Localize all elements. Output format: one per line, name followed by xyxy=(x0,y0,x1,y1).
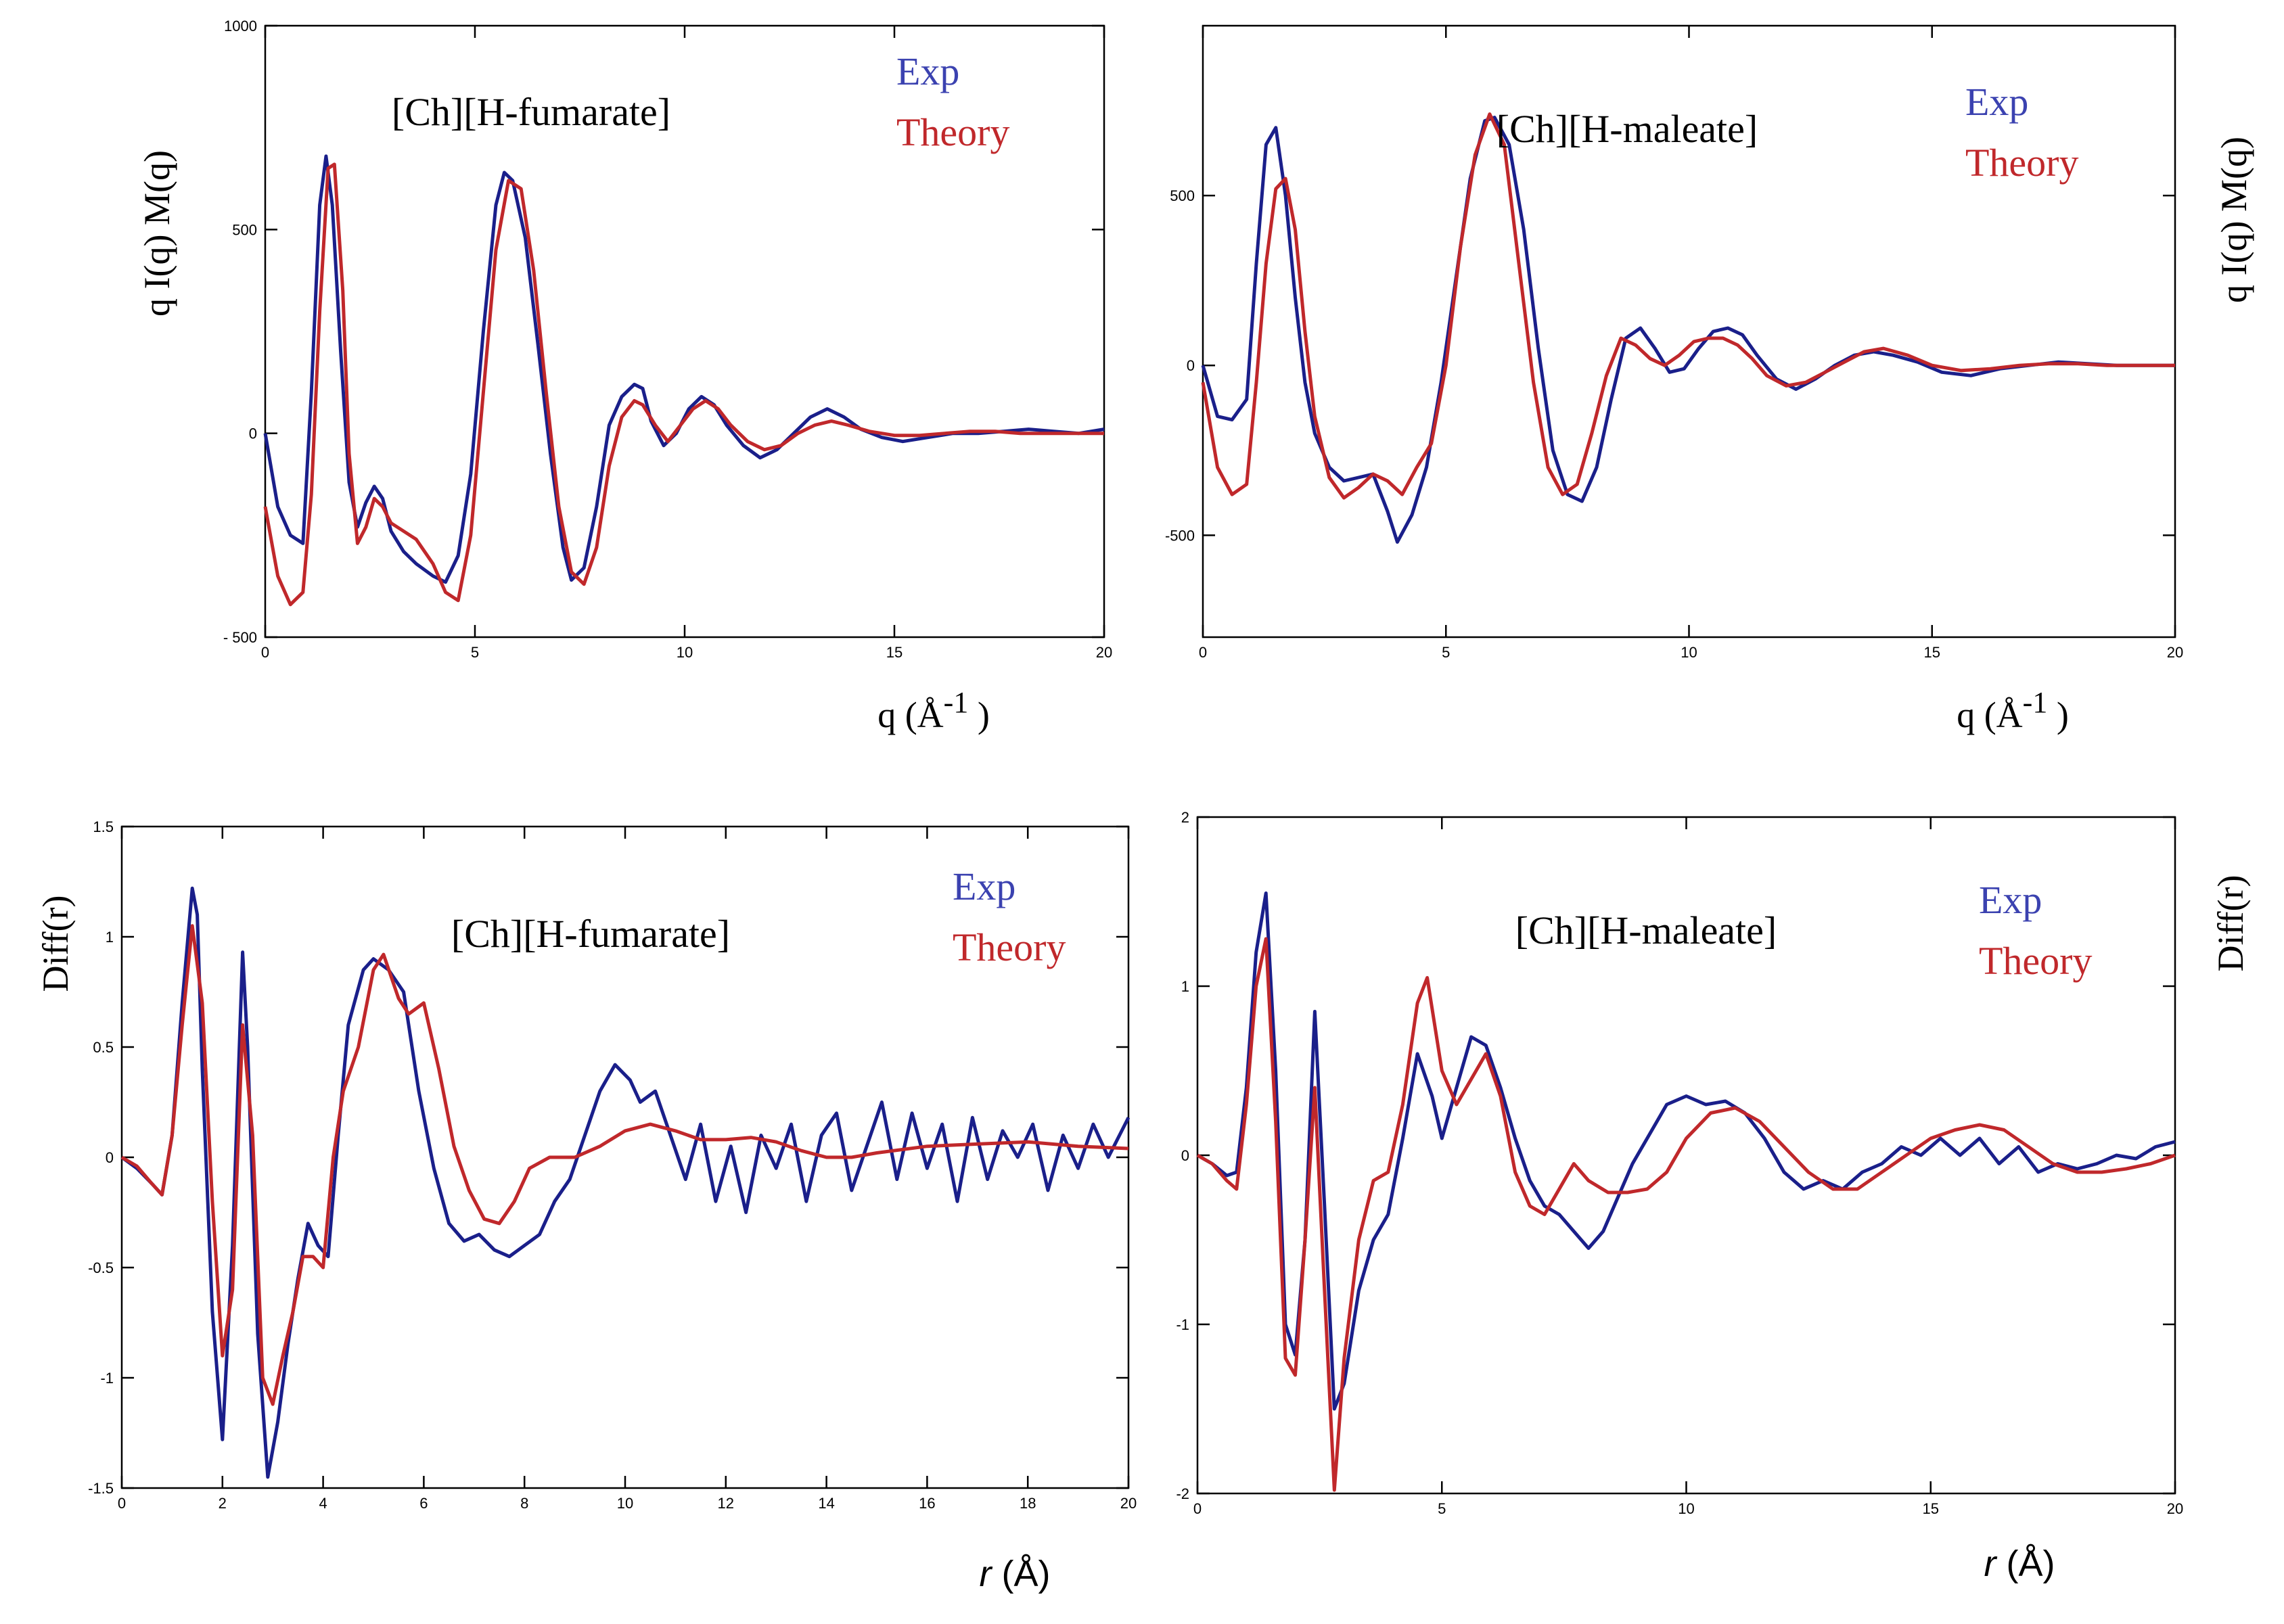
x-tick-label: 18 xyxy=(1020,1495,1036,1512)
chart-title: [Ch][H-maleate] xyxy=(1497,107,1758,151)
series-line-exp xyxy=(263,154,1105,584)
legend-theory-label: Theory xyxy=(896,110,1010,154)
series-line-theory xyxy=(263,162,1104,607)
y-axis-label: Diff(r) xyxy=(35,896,76,992)
x-tick-label: 0 xyxy=(261,644,269,661)
x-tick-label: 16 xyxy=(919,1495,935,1512)
legend-theory-label: Theory xyxy=(953,925,1066,969)
x-tick-label: 14 xyxy=(818,1495,834,1512)
x-tick-label: 15 xyxy=(1923,1500,1939,1517)
legend-theory-label: Theory xyxy=(1965,141,2079,185)
y-tick-label: -500 xyxy=(1165,527,1195,544)
series-line-theory xyxy=(1201,112,2175,500)
y-tick-label: -1.5 xyxy=(88,1480,114,1497)
y-tick-label: 0 xyxy=(106,1149,114,1166)
y-tick-label: 500 xyxy=(232,221,257,238)
x-tick-label: 10 xyxy=(617,1495,633,1512)
x-axis-label: r (Å) xyxy=(980,1554,1051,1594)
chart-title: [Ch][H-maleate] xyxy=(1515,908,1777,952)
y-tick-label: 0 xyxy=(1181,1147,1189,1164)
chart-panel-bottom-right: 0 5 10 15 20 -2 -1 0 1 2 [Ch][H-maleate] Exp Theory D… xyxy=(1176,809,2251,1584)
y-tick-label: 1 xyxy=(1181,978,1189,995)
y-tick-label: 0.5 xyxy=(93,1039,114,1056)
x-axis-label: q (Å-1 ) xyxy=(1957,686,2069,735)
x-tick-label: 5 xyxy=(1442,644,1450,661)
x-tick-label: 6 xyxy=(419,1495,428,1512)
y-tick-label: - 500 xyxy=(223,629,257,646)
y-axis-label: q I(q) M(q) xyxy=(137,150,177,317)
x-tick-label: 0 xyxy=(1199,644,1207,661)
legend-exp-label: Exp xyxy=(896,49,959,93)
legend-exp-label: Exp xyxy=(953,864,1015,908)
x-tick-label: 10 xyxy=(677,644,693,661)
x-tick-label: 5 xyxy=(471,644,479,661)
chart-title: [Ch][H-fumarate] xyxy=(392,90,670,134)
x-tick-label: 10 xyxy=(1681,644,1697,661)
chart-panel-top-right: 0 5 10 15 20 -500 0 500 [Ch][H-maleate] Exp Theory… xyxy=(1165,24,2254,735)
series-line-theory xyxy=(120,924,1129,1406)
series-line-exp xyxy=(120,886,1130,1479)
y-tick-label: 1.5 xyxy=(93,818,114,835)
x-tick-label: 4 xyxy=(319,1495,327,1512)
y-tick-label: 500 xyxy=(1170,187,1195,204)
x-tick-label: 8 xyxy=(520,1495,528,1512)
x-tick-label: 20 xyxy=(1120,1495,1137,1512)
y-tick-label: -1 xyxy=(1176,1316,1189,1333)
y-axis-label: Diff(r) xyxy=(2210,875,2251,972)
y-axis-label: q I(q) M(q) xyxy=(2214,137,2254,303)
y-tick-label: 0 xyxy=(1187,357,1195,374)
y-tick-label: 0 xyxy=(249,425,257,442)
y-tick-label: 1000 xyxy=(224,18,257,34)
legend-exp-label: Exp xyxy=(1979,878,2042,922)
x-tick-label: 20 xyxy=(1096,644,1112,661)
x-axis-label: r (Å) xyxy=(1984,1544,2055,1584)
y-tick-label: -2 xyxy=(1176,1485,1189,1502)
series-line-exp xyxy=(1201,116,2175,544)
y-tick-label: -0.5 xyxy=(88,1259,114,1276)
chart-panel-bottom-left: 0 2 4 6 8 10 12 14 16 18 20 -1.5 -1 -0.5 0 0.5 1 1.5 [Ch][… xyxy=(35,818,1137,1594)
legend-exp-label: Exp xyxy=(1965,80,2028,124)
y-tick-label: 1 xyxy=(106,929,114,946)
x-tick-label: 15 xyxy=(1924,644,1940,661)
x-tick-label: 0 xyxy=(118,1495,126,1512)
x-tick-label: 12 xyxy=(718,1495,734,1512)
x-tick-label: 20 xyxy=(2167,644,2183,661)
chart-panel-top-left: 0 5 10 15 20- 50005001000[Ch][H-fumarate]Exp… xyxy=(137,18,1112,735)
x-tick-label: 0 xyxy=(1193,1500,1202,1517)
y-tick-label: 2 xyxy=(1181,809,1189,826)
x-tick-label: 15 xyxy=(886,644,903,661)
x-tick-label: 5 xyxy=(1438,1500,1446,1517)
legend-theory-label: Theory xyxy=(1979,939,2093,983)
x-tick-label: 20 xyxy=(2167,1500,2183,1517)
series-line-theory xyxy=(1196,937,2176,1492)
x-tick-label: 2 xyxy=(219,1495,227,1512)
y-tick-label: -1 xyxy=(100,1370,114,1387)
x-tick-label: 10 xyxy=(1678,1500,1694,1517)
chart-title: [Ch][H-fumarate] xyxy=(451,912,730,956)
x-axis-label: q (Å-1 ) xyxy=(877,686,990,735)
